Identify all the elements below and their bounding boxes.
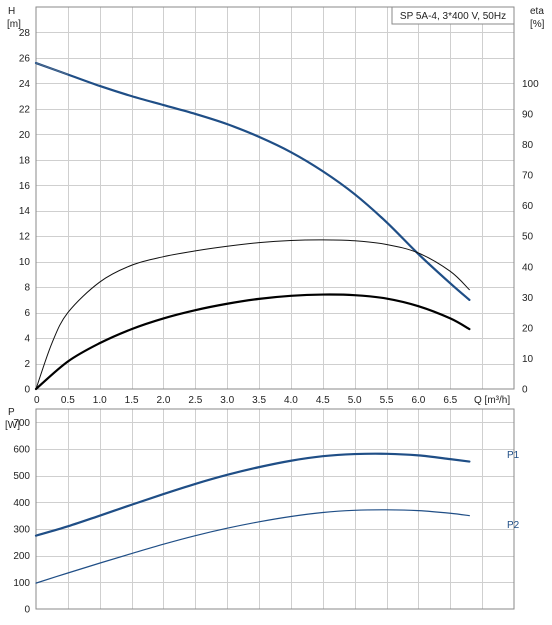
lower-panel: P [W] 0 100 200 300 400 500 600 700 P1 P2 xyxy=(5,407,520,616)
p-axis-symbol: P xyxy=(8,407,15,418)
p-axis-ticks: 0 100 200 300 400 500 600 700 xyxy=(13,418,30,616)
h-tick-label: 28 xyxy=(19,28,31,39)
eta-axis-unit: [%] xyxy=(530,19,545,30)
h-tick-label: 16 xyxy=(19,181,31,192)
p-tick-label: 700 xyxy=(13,418,30,429)
lower-plot-frame xyxy=(35,408,515,610)
q-tick-label: 1.5 xyxy=(125,395,139,406)
h-tick-label: 20 xyxy=(19,130,31,141)
lower-series xyxy=(34,452,471,584)
eta-tick-label: 80 xyxy=(522,140,534,151)
p-tick-label: 500 xyxy=(13,471,30,482)
eta-tick-label: 90 xyxy=(522,109,534,120)
efficiency-curve-outer xyxy=(35,239,470,390)
h-tick-label: 14 xyxy=(19,206,31,217)
upper-panel: SP 5A-4, 3*400 V, 50Hz H [m] eta [%] Q [… xyxy=(7,6,545,406)
head-curve xyxy=(34,61,471,301)
chart-title: SP 5A-4, 3*400 V, 50Hz xyxy=(400,11,506,22)
h-tick-label: 2 xyxy=(24,359,30,370)
q-tick-label: 5.0 xyxy=(348,395,362,406)
q-tick-label: 4.0 xyxy=(284,395,298,406)
h-axis-unit: [m] xyxy=(7,19,21,30)
q-tick-label: 3.5 xyxy=(252,395,266,406)
head-curve-extension xyxy=(35,62,69,75)
h-tick-label: 24 xyxy=(19,79,31,90)
upper-title-box: SP 5A-4, 3*400 V, 50Hz xyxy=(391,6,515,25)
q-tick-label: 3.0 xyxy=(220,395,234,406)
p-tick-label: 400 xyxy=(13,498,30,509)
q-axis-label: Q [m³/h] xyxy=(474,395,510,406)
eta-tick-label: 30 xyxy=(522,293,534,304)
h-tick-label: 8 xyxy=(24,283,30,294)
p-tick-label: 0 xyxy=(24,605,30,616)
q-tick-label: 2.0 xyxy=(157,395,171,406)
q-tick-label: 6.0 xyxy=(411,395,425,406)
q-tick-label: 5.5 xyxy=(380,395,394,406)
series-label-p1: P1 xyxy=(507,450,520,461)
lower-gridlines xyxy=(36,409,514,609)
p-axis-unit: [W] xyxy=(5,420,20,431)
eta-tick-label: 70 xyxy=(522,171,534,182)
title-box-frame xyxy=(391,6,515,25)
p-tick-label: 100 xyxy=(13,578,30,589)
series-p2 xyxy=(35,509,470,584)
q-axis-ticks: 0 0.5 1.0 1.5 2.0 2.5 3.0 3.5 4.0 4.5 5.0 5.5 6.0 6.5 xyxy=(34,395,458,406)
h-tick-label: 6 xyxy=(24,308,30,319)
q-tick-label: 0 xyxy=(34,395,40,406)
efficiency-curve-inner xyxy=(34,293,471,391)
q-tick-label: 6.5 xyxy=(443,395,457,406)
h-tick-label: 26 xyxy=(19,53,31,64)
eta-tick-label: 60 xyxy=(522,201,534,212)
eta-tick-label: 20 xyxy=(522,323,534,334)
eta-tick-label: 40 xyxy=(522,262,534,273)
eta-axis-symbol: eta xyxy=(530,6,544,17)
h-tick-label: 22 xyxy=(19,104,31,115)
q-tick-label: 1.0 xyxy=(93,395,107,406)
eta-tick-label: 100 xyxy=(522,79,539,90)
series-label-p2: P2 xyxy=(507,520,520,531)
p-tick-label: 200 xyxy=(13,551,30,562)
upper-plot-frame xyxy=(35,6,515,390)
p-tick-label: 300 xyxy=(13,525,30,536)
eta-tick-label: 0 xyxy=(522,385,528,396)
eta-tick-label: 50 xyxy=(522,232,534,243)
eta-axis-ticks: 0 10 20 30 40 50 60 70 80 90 100 xyxy=(522,79,539,396)
series-p1 xyxy=(34,452,471,537)
h-tick-label: 12 xyxy=(19,232,31,243)
q-tick-label: 2.5 xyxy=(188,395,202,406)
upper-gridlines xyxy=(36,7,514,389)
h-tick-label: 10 xyxy=(19,257,31,268)
h-tick-label: 4 xyxy=(24,334,30,345)
upper-series xyxy=(34,61,471,391)
q-tick-label: 4.5 xyxy=(316,395,330,406)
p-tick-label: 600 xyxy=(13,445,30,456)
eta-tick-label: 10 xyxy=(522,354,534,365)
h-tick-label: 18 xyxy=(19,155,31,166)
h-axis-symbol: H xyxy=(8,6,15,17)
h-tick-label: 0 xyxy=(24,385,30,396)
q-tick-label: 0.5 xyxy=(61,395,75,406)
